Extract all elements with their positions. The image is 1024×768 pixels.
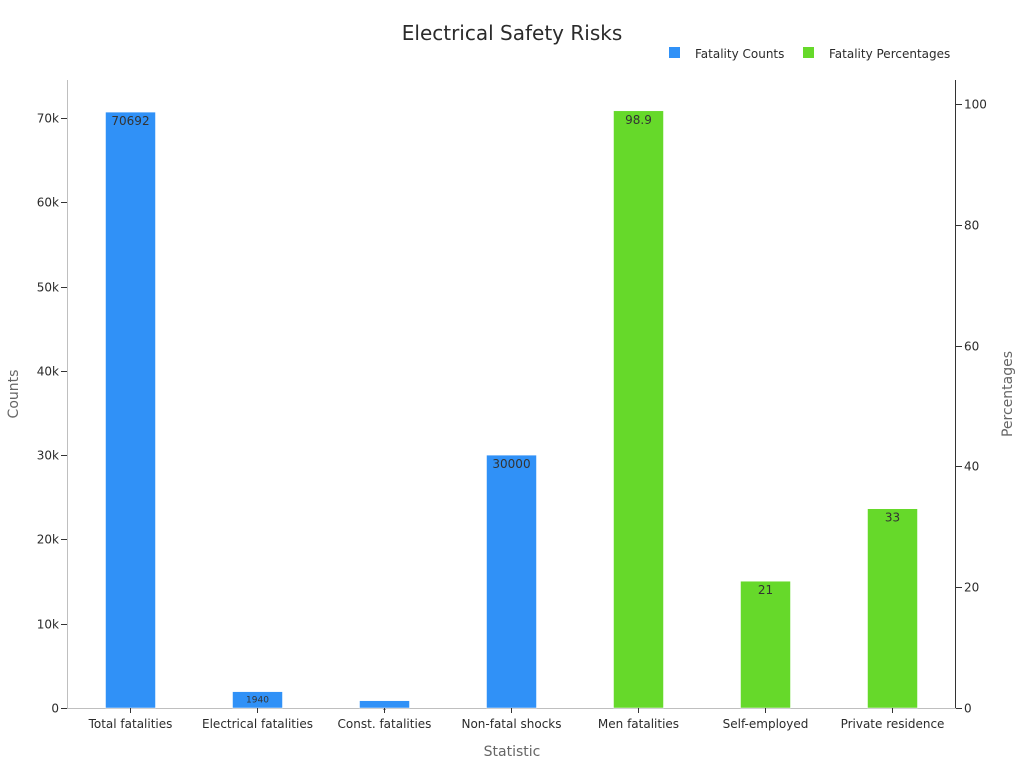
x-tick-label: Electrical fatalities — [202, 717, 313, 731]
bar-data-label: 98.9 — [625, 113, 652, 127]
left-axis-title: Counts — [6, 370, 22, 419]
right-tick-label: 80 — [964, 219, 979, 233]
left-tick-label: 50k — [37, 281, 59, 295]
legend-swatch-fatality-percentages — [803, 47, 814, 58]
right-tick-label: 40 — [964, 460, 979, 474]
right-tick-label: 60 — [964, 340, 979, 354]
legend-label-fatality-percentages: Fatality Percentages — [829, 47, 950, 61]
x-tick-label: Non-fatal shocks — [461, 717, 561, 731]
legend: Fatality Counts Fatality Percentages — [669, 47, 950, 61]
right-tick-label: 100 — [964, 98, 987, 112]
left-tick-label: 10k — [37, 618, 59, 632]
bar-fatality-counts — [486, 454, 537, 709]
left-tick-label: 40k — [37, 365, 59, 379]
chart-title: Electrical Safety Risks — [402, 21, 623, 45]
x-tick-label: Men fatalities — [598, 717, 679, 731]
x-axis-title: Statistic — [484, 744, 541, 760]
x-tick-label: Total fatalities — [88, 717, 173, 731]
bar-data-label: 33 — [885, 511, 900, 525]
bar-data-label: 1940 — [246, 696, 269, 706]
bars — [105, 110, 918, 709]
bar-data-label: 21 — [758, 583, 773, 597]
legend-swatch-fatality-counts — [669, 47, 680, 58]
left-tick-label: 0 — [51, 702, 59, 716]
right-axis-title: Percentages — [1000, 351, 1016, 437]
right-tick-label: 20 — [964, 581, 979, 595]
right-axis-ticks: 0 20 40 60 80 100 — [956, 98, 987, 716]
bar-fatality-counts — [105, 111, 156, 709]
x-tick-label: Private residence — [841, 717, 945, 731]
bar-data-label: 30000 — [492, 457, 530, 471]
left-tick-label: 70k — [37, 112, 59, 126]
left-axis-ticks: 0 10k 20k 30k 40k 50k 60k 70k — [37, 112, 67, 716]
legend-label-fatality-counts: Fatality Counts — [695, 47, 784, 61]
bar-fatality-percentages — [867, 508, 918, 709]
x-axis-ticks: Total fatalities Electrical fatalities Con… — [88, 708, 945, 731]
bar-fatality-percentages — [740, 580, 791, 709]
bar-data-label: 70692 — [111, 114, 149, 128]
right-tick-label: 0 — [964, 702, 972, 716]
x-tick-label: Self-employed — [723, 717, 809, 731]
bar-fatality-percentages — [613, 110, 664, 709]
left-tick-label: 20k — [37, 533, 59, 547]
left-tick-label: 30k — [37, 449, 59, 463]
x-tick-label: Const. fatalities — [338, 717, 432, 731]
left-tick-label: 60k — [37, 196, 59, 210]
